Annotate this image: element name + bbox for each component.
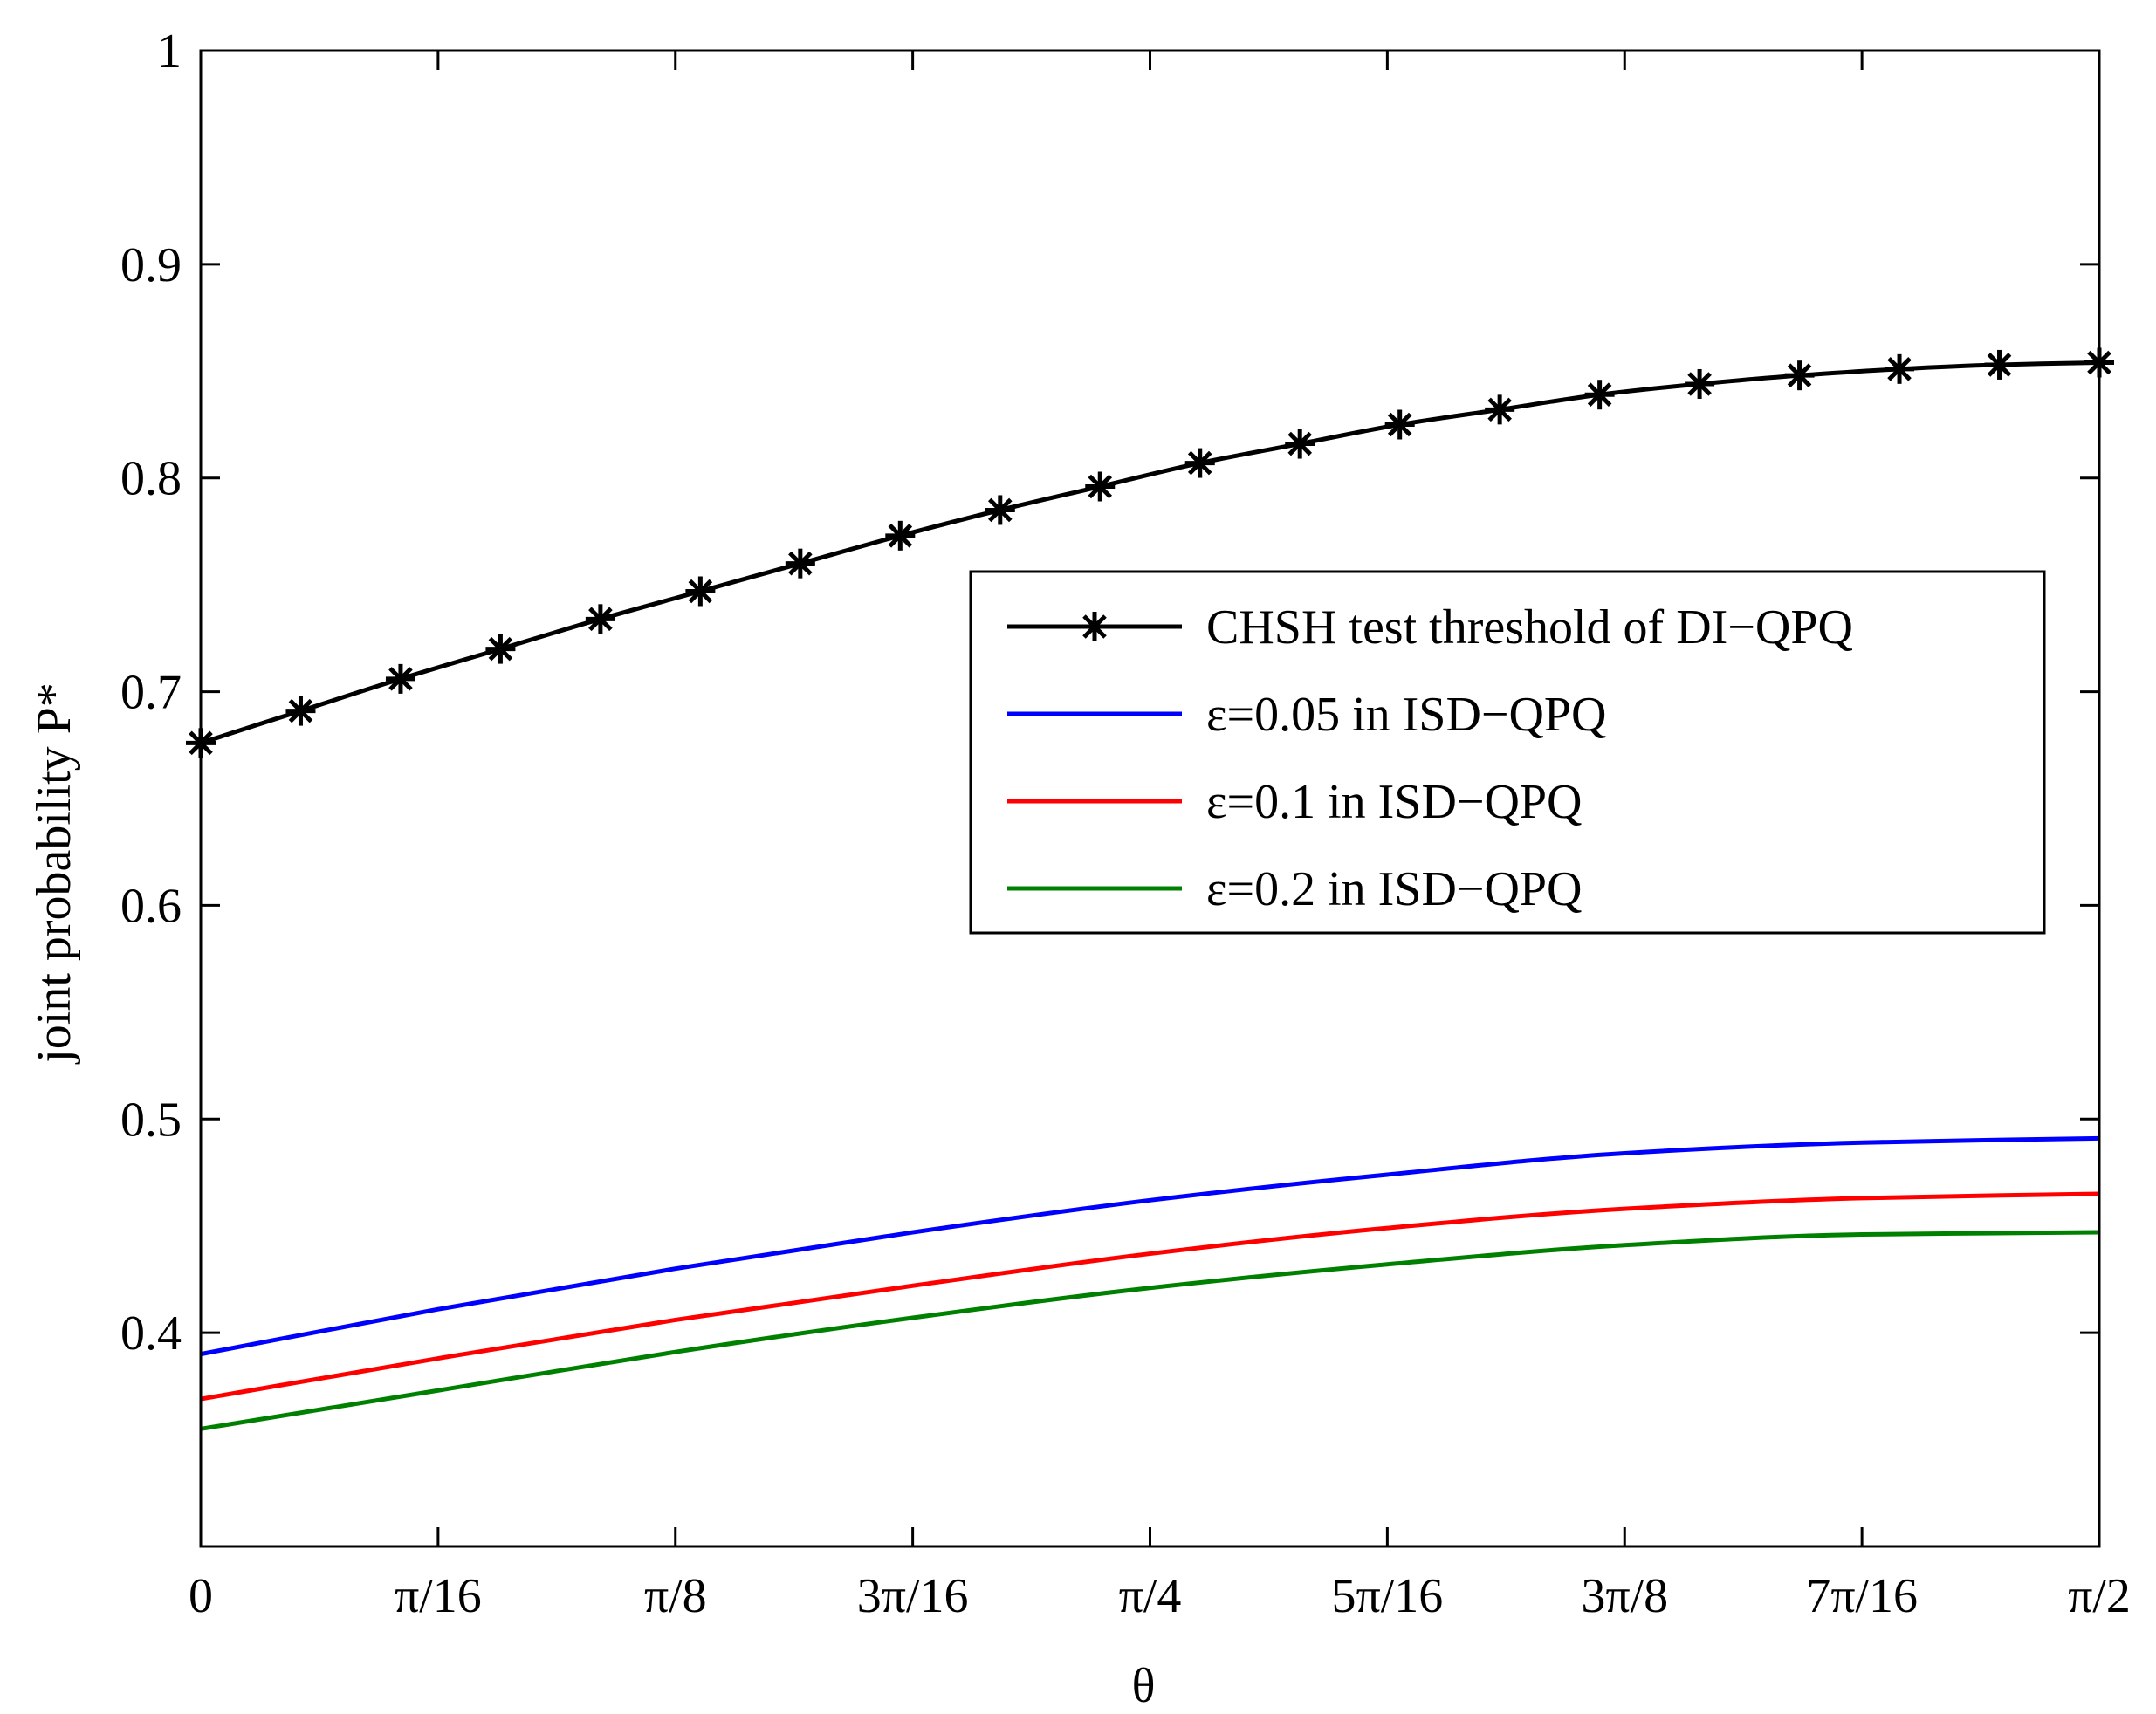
series-line-3 [200,1230,2100,1431]
x-tick-label-1: π/16 [395,1569,482,1623]
plot-area [186,347,2115,1431]
x-tick-label-7: 7π/16 [1806,1569,1918,1623]
series-0-marker-17 [1885,353,1915,384]
legend-label-1: ε=0.05 in ISD−QPQ [1206,688,1607,742]
y-tick-label-5: 0.9 [120,238,182,292]
series-0-marker-3 [485,634,516,664]
series-0-marker-10 [1184,448,1215,478]
series-0-marker-7 [885,520,916,551]
y-tick-label-1: 0.5 [120,1093,182,1147]
legend: CHSH test threshold of DI−QPQ ε=0.05 in I… [969,570,2046,935]
series-0-marker-1 [285,696,316,726]
legend-marker-0 [1080,612,1109,641]
x-tick-label-2: π/8 [644,1569,707,1623]
series-0-marker-12 [1384,409,1415,440]
legend-box [969,570,2046,935]
y-tick-label-3: 0.7 [120,666,182,720]
y-tick-label-6: 1 [157,24,182,79]
x-tick-label-5: 5π/16 [1331,1569,1443,1623]
x-tick-label-8: π/2 [2068,1569,2131,1623]
y-tick-label-4: 0.8 [120,452,182,506]
legend-label-3: ε=0.2 in ISD−QPQ [1206,862,1583,916]
series-line-1 [200,1135,2100,1357]
series-0-marker-4 [585,604,615,634]
series-0-marker-16 [1784,360,1815,391]
y-axis-title: joint probability P* [27,682,81,1065]
series-0-marker-2 [385,663,415,694]
series-0-marker-11 [1285,428,1315,459]
y-tick-label-2: 0.6 [120,879,182,933]
series-0-marker-18 [1984,349,2015,380]
series-0-marker-8 [985,495,1015,525]
axes: 0 π/16 π/8 3π/16 π/4 5π/16 3π/8 7π/16 π/2 0.4 0.5 0… [120,24,2131,1623]
series-line-2 [200,1191,2100,1402]
series-0-marker-15 [1685,368,1715,399]
x-tick-label-0: 0 [189,1569,213,1623]
series-0-marker-13 [1485,394,1515,425]
series-0-marker-5 [685,576,716,607]
y-tick-label-0: 0.4 [120,1306,182,1361]
series-0-marker-9 [1085,471,1116,502]
x-axis-title: θ [1132,1659,1156,1713]
series-0-marker-6 [785,548,815,579]
legend-label-0: CHSH test threshold of DI−QPQ [1206,600,1853,655]
x-tick-label-6: 3π/8 [1581,1569,1668,1623]
x-tick-label-3: 3π/16 [857,1569,969,1623]
x-tick-label-4: π/4 [1119,1569,1182,1623]
series-0-marker-14 [1584,380,1615,410]
legend-label-2: ε=0.1 in ISD−QPQ [1206,775,1583,829]
